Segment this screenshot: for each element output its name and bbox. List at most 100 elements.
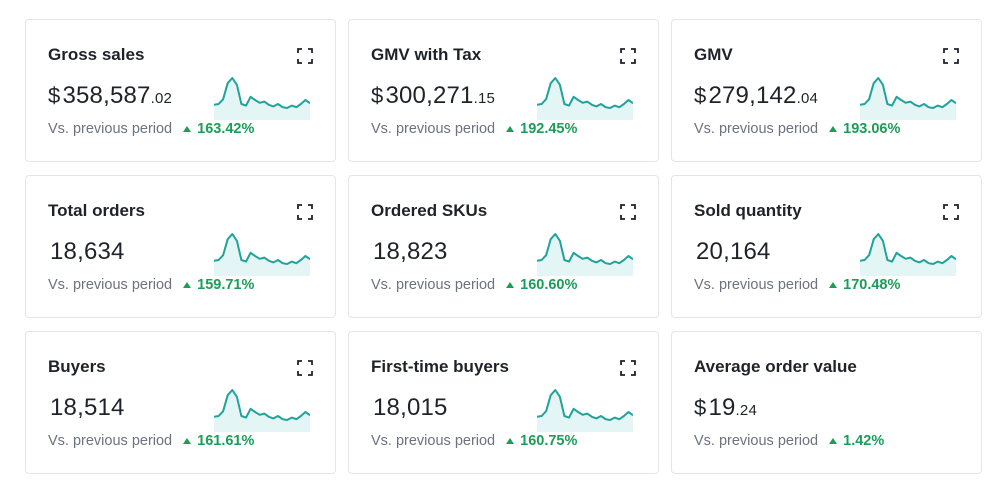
expand-icon[interactable] bbox=[297, 48, 313, 64]
expand-icon[interactable] bbox=[297, 204, 313, 220]
sparkline-chart bbox=[214, 233, 310, 276]
change-percent: 159.71% bbox=[197, 277, 255, 293]
trend-up-icon bbox=[829, 282, 838, 288]
metric-card-buyers: Buyers 18,514 Vs. previous period 161.61% bbox=[25, 331, 336, 474]
card-title: GMV bbox=[694, 45, 733, 64]
compare-label: Vs. previous period bbox=[694, 433, 819, 449]
compare-label: Vs. previous period bbox=[371, 121, 496, 137]
sparkline-chart bbox=[537, 389, 633, 432]
trend-up-icon bbox=[183, 126, 192, 132]
sparkline-line bbox=[214, 77, 310, 109]
comparison: Vs. previous period 193.06% bbox=[694, 121, 900, 137]
card-title: Sold quantity bbox=[694, 201, 802, 220]
value-main: 18,823 bbox=[373, 238, 448, 265]
expand-icon[interactable] bbox=[943, 204, 959, 220]
comparison: Vs. previous period 1.42% bbox=[694, 433, 884, 449]
compare-label: Vs. previous period bbox=[48, 121, 173, 137]
trend-up-icon bbox=[506, 438, 515, 444]
value-decimal: .04 bbox=[796, 90, 819, 107]
card-title: Average order value bbox=[694, 357, 857, 376]
trend-up-icon bbox=[506, 282, 515, 288]
comparison: Vs. previous period 192.45% bbox=[371, 121, 577, 137]
metric-card-sold-quantity: Sold quantity 20,164 Vs. previous period… bbox=[671, 175, 982, 318]
metric-value: $300,271.15 bbox=[371, 82, 495, 110]
change-percent: 160.75% bbox=[520, 433, 578, 449]
metric-card-gmv: GMV $279,142.04 Vs. previous period 193.0… bbox=[671, 19, 982, 162]
value-decimal: .15 bbox=[473, 90, 496, 107]
sparkline-chart bbox=[860, 77, 956, 120]
compare-label: Vs. previous period bbox=[48, 433, 173, 449]
sparkline-line bbox=[860, 233, 956, 265]
change-percent: 1.42% bbox=[843, 433, 885, 449]
value-main: 18,015 bbox=[373, 394, 448, 421]
sparkline-line bbox=[860, 77, 956, 109]
comparison: Vs. previous period 170.48% bbox=[694, 277, 900, 293]
value-main: 20,164 bbox=[696, 238, 771, 265]
change-percent: 161.61% bbox=[197, 433, 255, 449]
value-main: 279,142 bbox=[708, 82, 797, 109]
value-main: 358,587 bbox=[62, 82, 151, 109]
trend-up-icon bbox=[829, 438, 838, 444]
sparkline-line bbox=[537, 233, 633, 265]
comparison: Vs. previous period 163.42% bbox=[48, 121, 254, 137]
metric-card-ordered-skus: Ordered SKUs 18,823 Vs. previous period 1… bbox=[348, 175, 659, 318]
sparkline-chart bbox=[537, 77, 633, 120]
trend-up-icon bbox=[183, 438, 192, 444]
metric-value: $279,142.04 bbox=[694, 82, 818, 110]
comparison: Vs. previous period 159.71% bbox=[48, 277, 254, 293]
metric-card-first-time-buyers: First-time buyers 18,015 Vs. previous pe… bbox=[348, 331, 659, 474]
compare-label: Vs. previous period bbox=[694, 277, 819, 293]
card-title: First-time buyers bbox=[371, 357, 509, 376]
value-main: 19 bbox=[708, 394, 736, 421]
value-main: 18,634 bbox=[50, 238, 125, 265]
compare-label: Vs. previous period bbox=[371, 277, 496, 293]
metric-value: 18,634 bbox=[48, 238, 125, 266]
expand-icon[interactable] bbox=[620, 360, 636, 376]
sparkline-area bbox=[860, 78, 956, 120]
compare-label: Vs. previous period bbox=[371, 433, 496, 449]
sparkline-line bbox=[537, 77, 633, 109]
expand-icon[interactable] bbox=[620, 48, 636, 64]
change-percent: 163.42% bbox=[197, 121, 255, 137]
sparkline-area bbox=[860, 234, 956, 276]
change-percent: 170.48% bbox=[843, 277, 901, 293]
sparkline-line bbox=[214, 233, 310, 265]
metric-value: 18,015 bbox=[371, 394, 448, 422]
sparkline-area bbox=[214, 78, 310, 120]
metric-value: $19.24 bbox=[694, 394, 757, 422]
metric-card-average-order-value: Average order value $19.24 Vs. previous … bbox=[671, 331, 982, 474]
expand-icon[interactable] bbox=[620, 204, 636, 220]
expand-icon[interactable] bbox=[943, 48, 959, 64]
change-percent: 160.60% bbox=[520, 277, 578, 293]
change-percent: 193.06% bbox=[843, 121, 901, 137]
sparkline-chart bbox=[537, 233, 633, 276]
comparison: Vs. previous period 161.61% bbox=[48, 433, 254, 449]
trend-up-icon bbox=[829, 126, 838, 132]
sparkline-area bbox=[214, 234, 310, 276]
currency-symbol: $ bbox=[694, 83, 707, 108]
sparkline-area bbox=[537, 234, 633, 276]
card-title: Total orders bbox=[48, 201, 145, 220]
sparkline-line bbox=[214, 389, 310, 421]
metric-value: 20,164 bbox=[694, 238, 771, 266]
card-title: Buyers bbox=[48, 357, 106, 376]
sparkline-chart bbox=[860, 233, 956, 276]
comparison: Vs. previous period 160.75% bbox=[371, 433, 577, 449]
expand-icon[interactable] bbox=[297, 360, 313, 376]
trend-up-icon bbox=[183, 282, 192, 288]
currency-symbol: $ bbox=[48, 83, 61, 108]
card-title: Gross sales bbox=[48, 45, 145, 64]
trend-up-icon bbox=[506, 126, 515, 132]
card-title: GMV with Tax bbox=[371, 45, 482, 64]
value-main: 300,271 bbox=[385, 82, 474, 109]
metric-card-gmv-with-tax: GMV with Tax $300,271.15 Vs. previous pe… bbox=[348, 19, 659, 162]
compare-label: Vs. previous period bbox=[694, 121, 819, 137]
change-percent: 192.45% bbox=[520, 121, 578, 137]
sparkline-chart bbox=[214, 77, 310, 120]
sparkline-area bbox=[214, 390, 310, 432]
sparkline-area bbox=[537, 78, 633, 120]
metric-value: $358,587.02 bbox=[48, 82, 172, 110]
value-decimal: .24 bbox=[735, 402, 757, 419]
metric-card-total-orders: Total orders 18,634 Vs. previous period 1… bbox=[25, 175, 336, 318]
value-main: 18,514 bbox=[50, 394, 125, 421]
